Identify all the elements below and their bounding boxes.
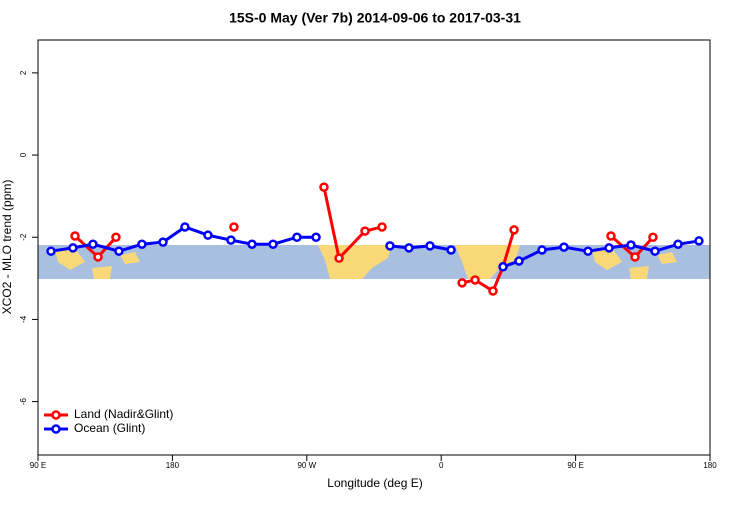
point <box>88 239 98 249</box>
point <box>673 239 683 249</box>
point <box>247 239 257 249</box>
point <box>626 240 636 250</box>
legend-marker <box>51 410 61 420</box>
x-tick-label: 0 <box>439 461 444 470</box>
x-tick-label: 90 E <box>30 461 46 470</box>
x-axis-label: Longitude (deg E) <box>327 476 422 490</box>
y-tick-label: -6 <box>19 397 28 405</box>
point <box>226 235 236 245</box>
x-tick-label: 90 W <box>297 461 316 470</box>
point <box>509 225 519 235</box>
point <box>68 243 78 253</box>
point <box>537 245 547 255</box>
point <box>360 226 370 236</box>
legend-label: Land (Nadir&Glint) <box>74 407 173 421</box>
point <box>319 182 329 192</box>
point <box>446 245 456 255</box>
point <box>385 241 395 251</box>
point <box>457 278 467 288</box>
plot-frame <box>37 39 711 456</box>
point <box>158 237 168 247</box>
x-tick-label: 90 E <box>567 461 583 470</box>
y-tick-label: -2 <box>19 233 28 241</box>
point <box>498 262 508 272</box>
y-tick-label: 0 <box>19 152 28 157</box>
point <box>93 252 103 262</box>
point <box>470 275 480 285</box>
point <box>404 243 414 253</box>
point <box>694 236 704 246</box>
point <box>514 256 524 266</box>
point <box>377 222 387 232</box>
point <box>604 243 614 253</box>
legend: Land (Nadir&Glint)Ocean (Glint) <box>44 407 173 435</box>
point <box>650 246 660 256</box>
y-axis-label: XCO2 - MLO trend (ppm) <box>0 180 14 315</box>
point <box>425 241 435 251</box>
point <box>559 242 569 252</box>
point <box>648 232 658 242</box>
point <box>334 253 344 263</box>
legend-label: Ocean (Glint) <box>74 421 145 435</box>
legend-marker <box>51 424 61 434</box>
x-tick-label: 180 <box>166 461 180 470</box>
point <box>229 222 239 232</box>
y-tick-label: -4 <box>19 315 28 323</box>
y-tick-label: 2 <box>19 70 28 75</box>
point <box>114 246 124 256</box>
point <box>203 230 213 240</box>
point <box>583 246 593 256</box>
point <box>292 232 302 242</box>
point <box>268 239 278 249</box>
point <box>137 239 147 249</box>
point <box>70 231 80 241</box>
x-tick-label: 180 <box>703 461 717 470</box>
point <box>46 246 56 256</box>
point <box>311 232 321 242</box>
point <box>488 286 498 296</box>
point <box>111 232 121 242</box>
point <box>180 222 190 232</box>
chart-title: 15S-0 May (Ver 7b) 2014-09-06 to 2017-03… <box>229 10 521 26</box>
point <box>630 252 640 262</box>
point <box>606 231 616 241</box>
